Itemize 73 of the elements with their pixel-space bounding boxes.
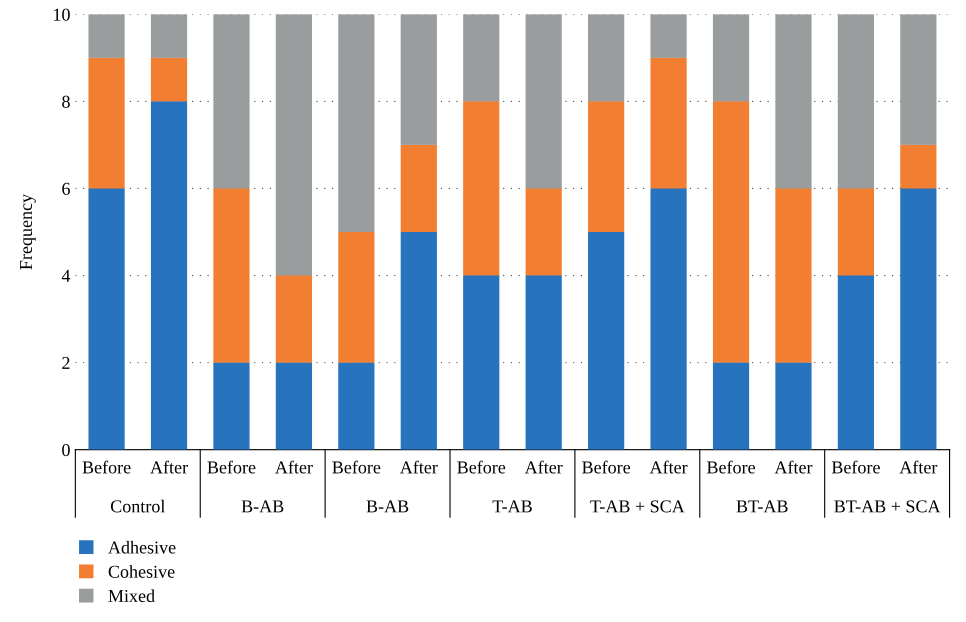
bar [150, 101, 188, 450]
y-tick-label: 4 [62, 270, 70, 282]
x-tick-label: Before [82, 460, 131, 474]
bar [900, 144, 936, 188]
bar [588, 232, 624, 450]
x-tick-label: After [774, 460, 812, 474]
bar [276, 276, 312, 363]
bar [276, 362, 312, 450]
text: T-AB + SCA [590, 500, 685, 512]
y-axis-title: Frequency [20, 194, 36, 270]
x-tick-label: Before [582, 460, 630, 474]
y-tick-label: 0 [62, 444, 70, 456]
y-tick-label: 6 [62, 182, 70, 195]
x-tick-label: Before [832, 460, 880, 474]
bar [213, 188, 250, 363]
bar [400, 14, 437, 145]
bar [88, 58, 125, 188]
x-tick-label: After [650, 460, 688, 474]
bar [463, 14, 500, 102]
x-tick-label: After [524, 460, 563, 474]
bar [213, 362, 250, 450]
bar [463, 276, 500, 450]
bar [712, 362, 750, 450]
text: BT-AB [736, 500, 788, 512]
bar [88, 188, 125, 450]
text: B-AB [366, 500, 408, 512]
bar [838, 276, 874, 450]
bar [650, 14, 687, 58]
x-tick-label: After [150, 460, 188, 474]
bar [88, 14, 125, 58]
x-tick-label: Before [457, 460, 506, 474]
bar [213, 14, 250, 188]
bar [712, 101, 750, 363]
bar [712, 14, 750, 102]
x-tick-label: Before [332, 460, 380, 474]
legend-label: Mixed [108, 589, 155, 602]
x-tick-label: After [899, 460, 938, 474]
bar [650, 188, 687, 450]
y-tick-label: 2 [62, 356, 70, 369]
y-tick-label: 8 [62, 96, 70, 108]
bar [338, 14, 374, 232]
x-tick-label: Before [706, 460, 755, 474]
bar [588, 14, 624, 102]
y-tick-label: 10 [54, 8, 70, 21]
bar [338, 362, 374, 450]
legend-label: Cohesive [108, 565, 174, 578]
bar [900, 188, 936, 450]
bar [400, 144, 437, 232]
x-tick-label: After [400, 460, 438, 474]
bar [463, 101, 500, 276]
bar [338, 232, 374, 363]
bar [526, 14, 562, 188]
x-tick-label: Before [207, 460, 256, 474]
bar [276, 14, 312, 276]
bar [900, 14, 936, 145]
text: Control [110, 500, 166, 512]
bar [775, 14, 812, 188]
bar [588, 101, 624, 232]
legend-label: Adhesive [108, 540, 176, 554]
bar [150, 14, 188, 58]
text: B-AB [242, 500, 284, 512]
bar [526, 276, 562, 450]
bar [400, 232, 437, 450]
bar [650, 58, 687, 188]
bar [838, 14, 874, 188]
text: T-AB [492, 500, 532, 512]
x-tick-label: After [275, 460, 313, 474]
bar [775, 188, 812, 363]
bar [838, 188, 874, 276]
text: BT-AB + SCA [834, 500, 940, 512]
bar [150, 58, 188, 102]
bar [775, 362, 812, 450]
bar [526, 188, 562, 276]
